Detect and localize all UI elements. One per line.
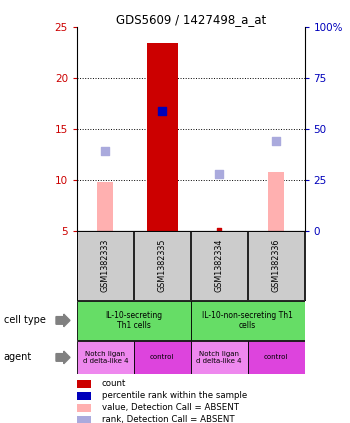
Text: GSM1382336: GSM1382336 [272, 239, 281, 292]
Text: agent: agent [4, 352, 32, 363]
Text: GSM1382334: GSM1382334 [215, 239, 224, 292]
Title: GDS5609 / 1427498_a_at: GDS5609 / 1427498_a_at [116, 14, 266, 26]
Point [103, 148, 108, 155]
Point [216, 227, 222, 233]
Text: control: control [264, 354, 288, 360]
FancyBboxPatch shape [77, 301, 191, 340]
Text: Notch ligan
d delta-like 4: Notch ligan d delta-like 4 [196, 351, 242, 364]
FancyBboxPatch shape [248, 231, 304, 299]
Bar [77, 392, 91, 400]
Point [160, 107, 165, 114]
Bar [77, 380, 91, 388]
Bar [77, 404, 91, 412]
Point [273, 138, 279, 145]
FancyBboxPatch shape [77, 341, 134, 374]
FancyBboxPatch shape [134, 231, 190, 299]
Bar [77, 416, 91, 423]
FancyBboxPatch shape [191, 231, 247, 299]
Text: Notch ligan
d delta-like 4: Notch ligan d delta-like 4 [83, 351, 128, 364]
Text: percentile rank within the sample: percentile rank within the sample [102, 391, 247, 401]
FancyBboxPatch shape [191, 341, 248, 374]
Text: GSM1382335: GSM1382335 [158, 239, 167, 292]
Text: control: control [150, 354, 175, 360]
Text: IL-10-secreting
Th1 cells: IL-10-secreting Th1 cells [105, 311, 162, 330]
Text: count: count [102, 379, 126, 388]
Text: GSM1382333: GSM1382333 [101, 239, 110, 292]
FancyBboxPatch shape [248, 341, 304, 374]
Text: IL-10-non-secreting Th1
cells: IL-10-non-secreting Th1 cells [202, 311, 293, 330]
FancyBboxPatch shape [191, 301, 304, 340]
Bar [268, 172, 284, 231]
Bar [97, 182, 113, 231]
FancyBboxPatch shape [134, 341, 191, 374]
Bar [147, 43, 178, 231]
Text: cell type: cell type [4, 316, 46, 325]
Point [216, 170, 222, 177]
FancyBboxPatch shape [77, 231, 133, 299]
Text: value, Detection Call = ABSENT: value, Detection Call = ABSENT [102, 404, 238, 412]
Text: rank, Detection Call = ABSENT: rank, Detection Call = ABSENT [102, 415, 234, 423]
